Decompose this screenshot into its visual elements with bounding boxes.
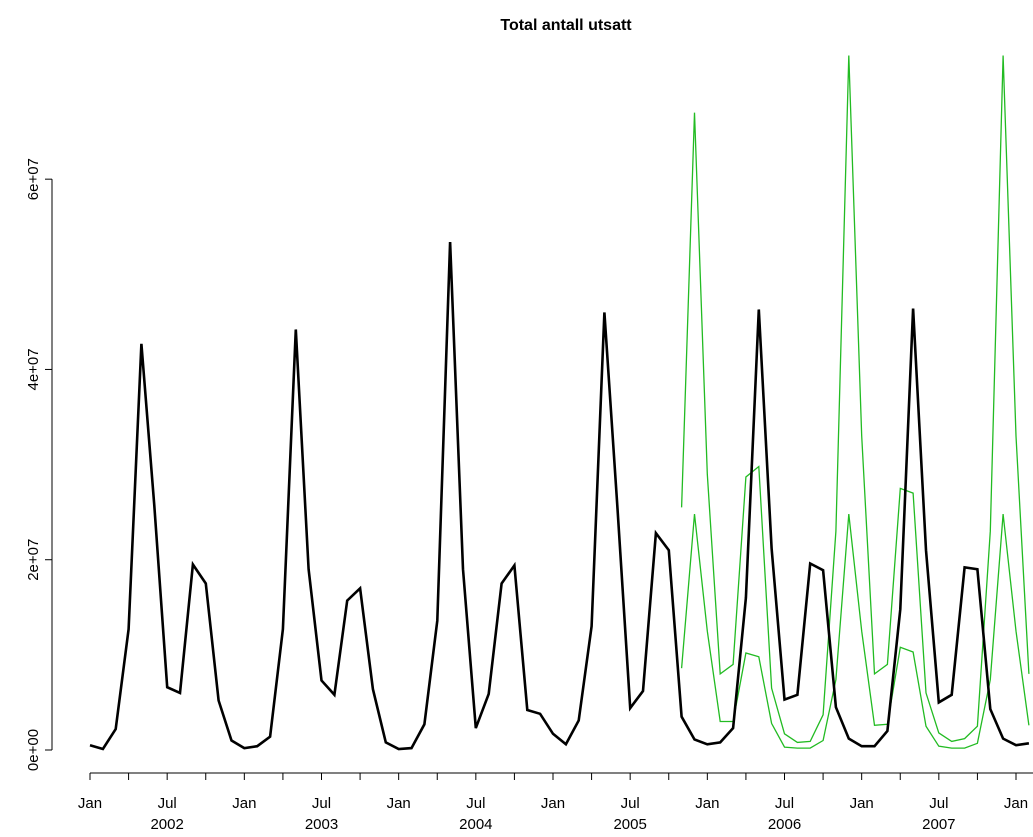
series-layer	[89, 55, 1030, 751]
chart-title: Total antall utsatt	[500, 17, 632, 34]
x-tick-label: Jul	[621, 795, 640, 812]
x-tick-label: Jan	[695, 795, 719, 812]
x-tick-label: Jan	[232, 795, 256, 812]
series-line-upper-band	[680, 55, 1030, 744]
x-tick-year-label: 2006	[768, 816, 801, 833]
y-tick-label: 4e+07	[25, 348, 42, 390]
x-axis: Jan Jul 2002 Jan Jul 2003 Jan Jul 2004 Jan Jul 2005…	[78, 772, 1033, 833]
x-tick-label: Jan	[541, 795, 565, 812]
x-tick-label: Jul	[312, 795, 331, 812]
x-tick-year-label: 2003	[305, 816, 338, 833]
x-tick-label: Jul	[466, 795, 485, 812]
x-tick-year-label: 2007	[922, 816, 955, 833]
series-line-lower-band	[680, 514, 1030, 749]
x-tick-label: Jan	[1004, 795, 1028, 812]
x-tick-year-label: 2005	[613, 816, 646, 833]
x-tick-label: Jul	[929, 795, 948, 812]
x-tick-label: Jan	[78, 795, 102, 812]
y-tick-label: 0e+00	[25, 729, 42, 771]
y-tick-label: 6e+07	[25, 158, 42, 200]
x-tick-year-label: 2004	[459, 816, 492, 833]
x-tick-label: Jul	[158, 795, 177, 812]
x-tick-year-label: 2002	[150, 816, 183, 833]
y-tick-label: 2e+07	[25, 539, 42, 581]
x-tick-label: Jan	[850, 795, 874, 812]
x-tick-label: Jul	[775, 795, 794, 812]
series-line-observed	[89, 241, 1030, 751]
x-tick-label: Jan	[387, 795, 411, 812]
y-axis: 0e+00 2e+07 4e+07 6e+07	[25, 158, 53, 771]
